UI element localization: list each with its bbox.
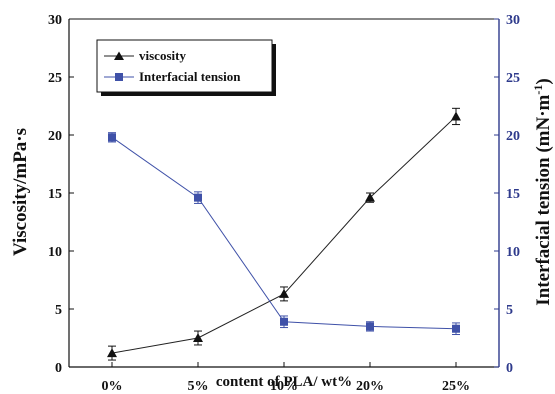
y-right-tick-label: 25: [506, 71, 520, 86]
legend-box: [96, 39, 273, 93]
viscosity-point: [107, 348, 117, 358]
x-tick-label: 5%: [188, 379, 209, 394]
tension-point: [366, 322, 374, 331]
y-right-axis-title-main: Interfacial tension (mN·m: [533, 94, 554, 305]
y-right-tick-label: 15: [506, 187, 520, 202]
tension-point: [452, 324, 460, 333]
tension-point: [108, 133, 116, 142]
y-left-tick-label: 0: [55, 361, 62, 376]
legend-viscosity-marker: [114, 51, 124, 60]
x-tick-label: 10%: [270, 379, 298, 394]
x-tick-label: 25%: [442, 379, 470, 394]
viscosity-point: [279, 288, 289, 298]
y-left-axis-title: Viscosity/mPa·s: [10, 128, 31, 256]
y-left-tick-label: 20: [48, 129, 62, 144]
y-right-tick-label: 0: [506, 361, 513, 376]
viscosity-point: [365, 192, 375, 202]
viscosity-point: [451, 111, 461, 121]
y-left-tick-label: 10: [48, 245, 62, 260]
y-right-tick-label: 5: [506, 303, 513, 318]
y-right-tick-label: 30: [506, 13, 520, 28]
y-left-tick-label: 15: [48, 187, 62, 202]
y-left-tick-label: 30: [48, 13, 62, 28]
legend: viscosity Interfacial tension: [96, 39, 276, 96]
legend-viscosity-label: viscosity: [139, 48, 186, 63]
legend-tension-marker: [115, 73, 123, 81]
plot-area: 0 5 10 15 20 25 30 0 5 10 15 20 25 30 0% 5% 10% 20% 25%: [48, 13, 520, 394]
y-right-tick-label: 10: [506, 245, 520, 260]
x-tick-label: 20%: [356, 379, 384, 394]
y-right-axis-title: Interfacial tension (mN·m-1): [531, 78, 554, 305]
legend-tension-label: Interfacial tension: [139, 69, 241, 84]
y-left-tick-label: 5: [55, 303, 62, 318]
tension-point: [194, 193, 202, 202]
viscosity-point: [193, 333, 203, 342]
tension-point: [280, 317, 288, 326]
y-right-axis-title-end: ): [533, 78, 554, 84]
y-left-tick-label: 25: [48, 71, 62, 86]
y-right-axis-title-superscript: -1: [531, 85, 545, 95]
x-tick-label: 0%: [102, 379, 123, 394]
y-right-tick-label: 20: [506, 129, 520, 144]
x-axis-title: content of PLA/ wt%: [216, 374, 352, 390]
